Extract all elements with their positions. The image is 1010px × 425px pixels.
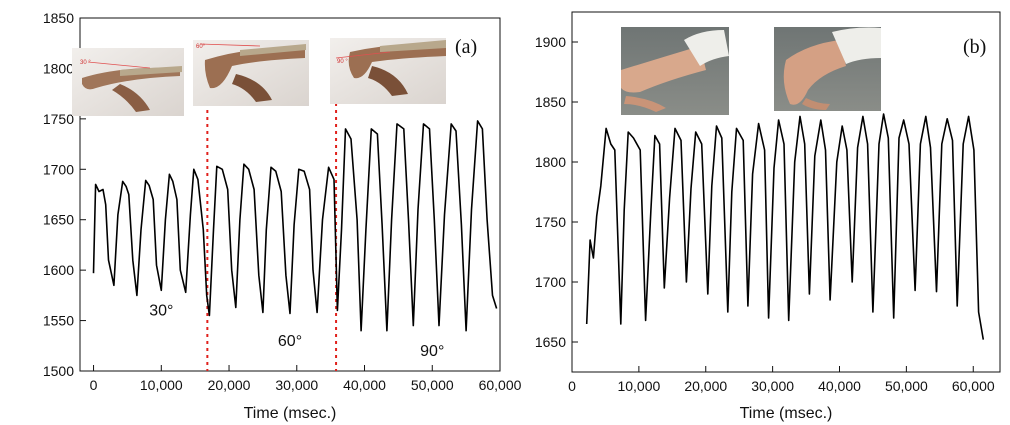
x-tick-label: 10,000 <box>617 378 660 394</box>
plot-frame-b <box>571 11 1001 373</box>
panel-label-b: (b) <box>963 36 986 58</box>
x-tick-label: 20,000 <box>684 378 727 394</box>
x-tick-label: 50,000 <box>885 378 928 394</box>
x-tick-label: 40,000 <box>343 377 386 393</box>
y-tick-label: 1500 <box>43 363 74 379</box>
inset-finger-30: 30 ° <box>72 48 184 116</box>
y-tick-label: 1850 <box>43 10 74 26</box>
y-ticks-b: 1650 1700 1750 1800 1850 1900 <box>535 34 578 350</box>
y-tick-label: 1550 <box>43 313 74 329</box>
series-layer-a <box>92 120 498 332</box>
y-tick-label: 1700 <box>535 274 566 290</box>
y-tick-label: 1750 <box>535 214 566 230</box>
panel-b: 1650 1700 1750 1800 1850 1900 0 10,000 20,000 30… <box>535 11 1001 422</box>
series-line <box>92 120 498 332</box>
x-ticks-a: 0 10,000 20,000 30,000 40,000 50,000 60,000 <box>90 365 522 393</box>
series-layer-b <box>585 113 985 340</box>
y-tick-label: 1900 <box>535 34 566 50</box>
svg-text:30 °: 30 ° <box>80 60 91 66</box>
panel-label-a: (a) <box>455 36 477 58</box>
inset-wrist-up <box>621 27 729 115</box>
x-ticks-b: 0 10,000 20,000 30,000 40,000 50,000 60,000 <box>568 366 995 394</box>
x-tick-label: 10,000 <box>140 377 183 393</box>
x-tick-label: 30,000 <box>751 378 794 394</box>
y-ticks-a: 1500 1550 1600 1650 1700 1750 1800 1850 <box>43 10 86 379</box>
x-tick-label: 50,000 <box>411 377 454 393</box>
y-tick-label: 1800 <box>535 154 566 170</box>
y-tick-label: 1700 <box>43 161 74 177</box>
y-tick-label: 1600 <box>43 262 74 278</box>
inset-finger-60: 60° <box>193 40 309 106</box>
svg-text:90 °: 90 ° <box>337 59 348 65</box>
x-tick-label: 40,000 <box>818 378 861 394</box>
plot-frame-a <box>79 17 501 372</box>
x-tick-label: 20,000 <box>208 377 251 393</box>
x-tick-label: 60,000 <box>952 378 995 394</box>
inset-wrist-down <box>774 27 881 111</box>
x-axis-title-a: Time (msec.) <box>244 405 337 422</box>
series-line <box>585 113 985 340</box>
x-tick-label: 30,000 <box>275 377 318 393</box>
panel-a: 1500 1550 1600 1650 1700 1750 1800 1850 0 10,000… <box>43 10 522 422</box>
annotations-a: 30° 60° 90° <box>149 303 444 360</box>
x-axis-title-b: Time (msec.) <box>740 405 833 422</box>
y-tick-label: 1800 <box>43 60 74 76</box>
angle-annotation: 90° <box>420 343 444 360</box>
angle-annotation: 60° <box>278 333 302 350</box>
y-tick-label: 1650 <box>535 334 566 350</box>
x-tick-label: 0 <box>568 378 576 394</box>
x-tick-label: 0 <box>90 377 98 393</box>
inset-finger-90: 90 ° <box>330 38 446 104</box>
y-tick-label: 1750 <box>43 111 74 127</box>
angle-annotation: 30° <box>149 303 173 320</box>
svg-text:60°: 60° <box>196 44 206 50</box>
x-tick-label: 60,000 <box>479 377 522 393</box>
y-tick-label: 1850 <box>535 94 566 110</box>
divider-lines <box>206 40 338 371</box>
y-tick-label: 1650 <box>43 212 74 228</box>
